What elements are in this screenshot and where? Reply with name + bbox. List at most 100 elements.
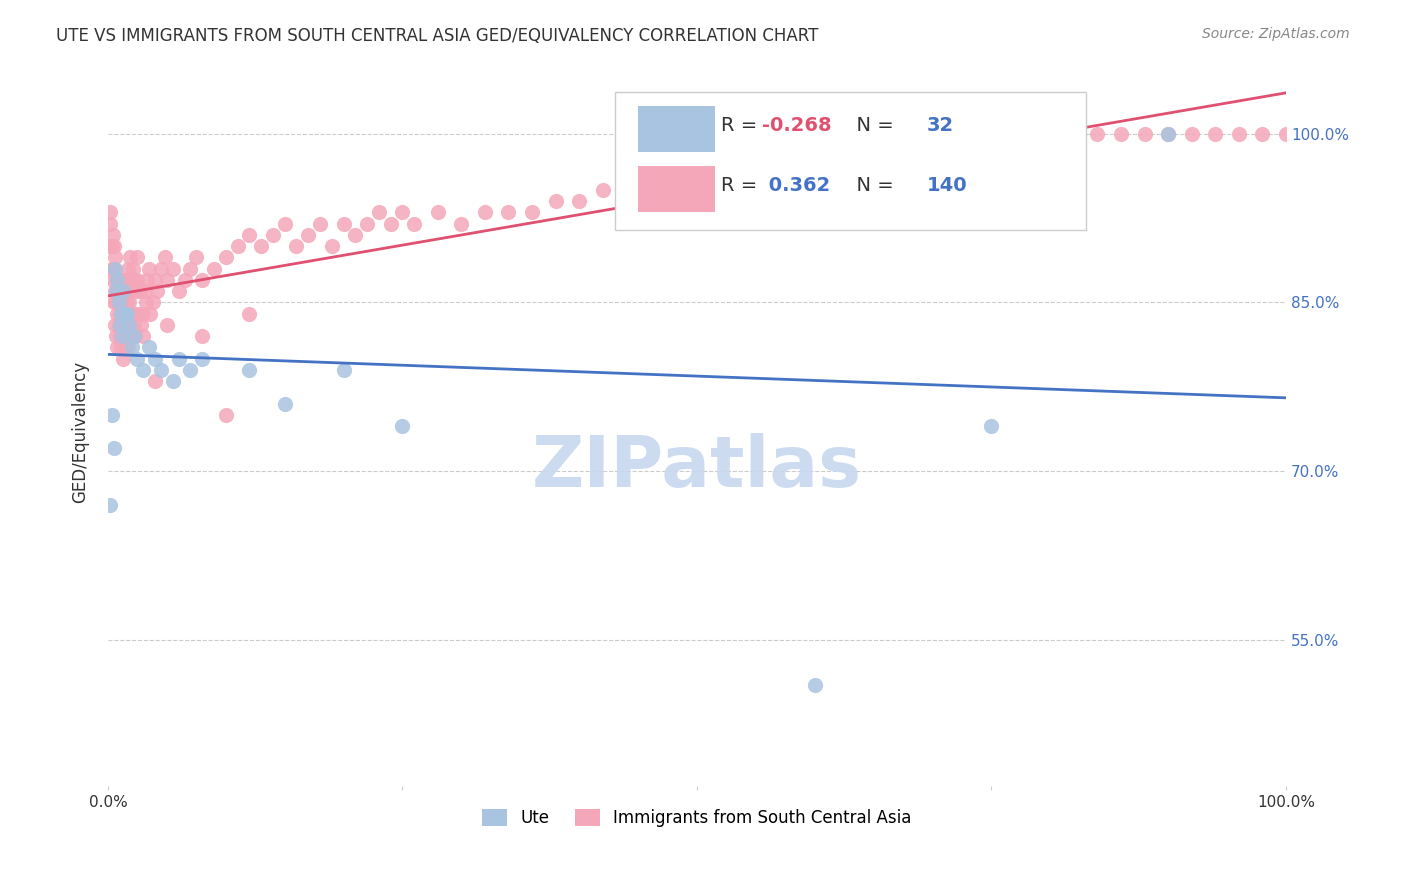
Point xyxy=(104,250,127,264)
Point xyxy=(851,149,873,163)
Point xyxy=(827,161,849,175)
Point xyxy=(127,273,149,287)
Point xyxy=(111,295,134,310)
Point xyxy=(129,318,152,332)
Point xyxy=(132,329,155,343)
Point xyxy=(898,137,921,152)
Point xyxy=(179,261,201,276)
Point xyxy=(105,284,128,298)
Point xyxy=(1157,127,1180,141)
Point xyxy=(122,329,145,343)
Point xyxy=(262,227,284,242)
Point xyxy=(128,307,150,321)
Point xyxy=(167,351,190,366)
Point xyxy=(124,307,146,321)
Point xyxy=(638,183,661,197)
Point xyxy=(121,284,143,298)
Point xyxy=(321,239,343,253)
Point xyxy=(128,284,150,298)
Point xyxy=(115,295,138,310)
Point xyxy=(110,307,132,321)
Point xyxy=(709,171,731,186)
Point xyxy=(114,284,136,298)
Point xyxy=(110,340,132,354)
Point xyxy=(356,217,378,231)
Point xyxy=(112,329,135,343)
Point xyxy=(167,284,190,298)
Point xyxy=(1015,127,1038,141)
Point xyxy=(391,419,413,434)
Point xyxy=(173,273,195,287)
FancyBboxPatch shape xyxy=(638,106,714,152)
Point xyxy=(150,363,173,377)
Point xyxy=(309,217,332,231)
Point xyxy=(450,217,472,231)
Point xyxy=(103,295,125,310)
Point xyxy=(474,205,496,219)
Point xyxy=(132,307,155,321)
Legend: Ute, Immigrants from South Central Asia: Ute, Immigrants from South Central Asia xyxy=(475,803,918,834)
Point xyxy=(108,329,131,343)
Point xyxy=(756,161,779,175)
Point xyxy=(921,137,943,152)
Text: ZIPatlas: ZIPatlas xyxy=(531,433,862,501)
Point xyxy=(103,442,125,456)
Point xyxy=(138,261,160,276)
Point xyxy=(139,307,162,321)
Point xyxy=(686,171,709,186)
Point xyxy=(285,239,308,253)
Point xyxy=(143,351,166,366)
Point xyxy=(803,677,825,691)
Point xyxy=(121,329,143,343)
Point xyxy=(426,205,449,219)
Point xyxy=(111,329,134,343)
Point xyxy=(969,127,991,141)
Point xyxy=(803,149,825,163)
Point xyxy=(186,250,208,264)
Point xyxy=(100,408,122,422)
Point xyxy=(104,318,127,332)
Point xyxy=(117,340,139,354)
Point xyxy=(103,239,125,253)
Point xyxy=(105,295,128,310)
Point xyxy=(1157,127,1180,141)
Point xyxy=(1275,127,1298,141)
Point xyxy=(1087,127,1109,141)
Point xyxy=(1133,127,1156,141)
Point xyxy=(124,329,146,343)
Point xyxy=(156,273,179,287)
Point xyxy=(162,261,184,276)
Point xyxy=(191,351,214,366)
Text: Source: ZipAtlas.com: Source: ZipAtlas.com xyxy=(1202,27,1350,41)
Point xyxy=(780,149,803,163)
Point xyxy=(1251,127,1274,141)
Point xyxy=(107,340,129,354)
Point xyxy=(273,217,295,231)
Point xyxy=(112,284,135,298)
Point xyxy=(332,363,354,377)
Point xyxy=(135,295,157,310)
Point xyxy=(404,217,426,231)
Point xyxy=(297,227,319,242)
Point xyxy=(150,261,173,276)
Point xyxy=(1204,127,1226,141)
Point xyxy=(156,318,179,332)
Text: R =: R = xyxy=(720,177,763,195)
Point xyxy=(122,273,145,287)
Point xyxy=(238,307,260,321)
Point xyxy=(101,273,124,287)
Point xyxy=(202,261,225,276)
Point xyxy=(108,318,131,332)
Point xyxy=(104,261,127,276)
Text: 140: 140 xyxy=(927,177,967,195)
Point xyxy=(238,227,260,242)
Point xyxy=(121,261,143,276)
Point xyxy=(115,273,138,287)
Point xyxy=(104,284,127,298)
Y-axis label: GED/Equivalency: GED/Equivalency xyxy=(72,360,89,503)
Point xyxy=(544,194,567,208)
Point xyxy=(121,307,143,321)
Point xyxy=(117,261,139,276)
Point xyxy=(162,374,184,388)
Point xyxy=(662,183,685,197)
